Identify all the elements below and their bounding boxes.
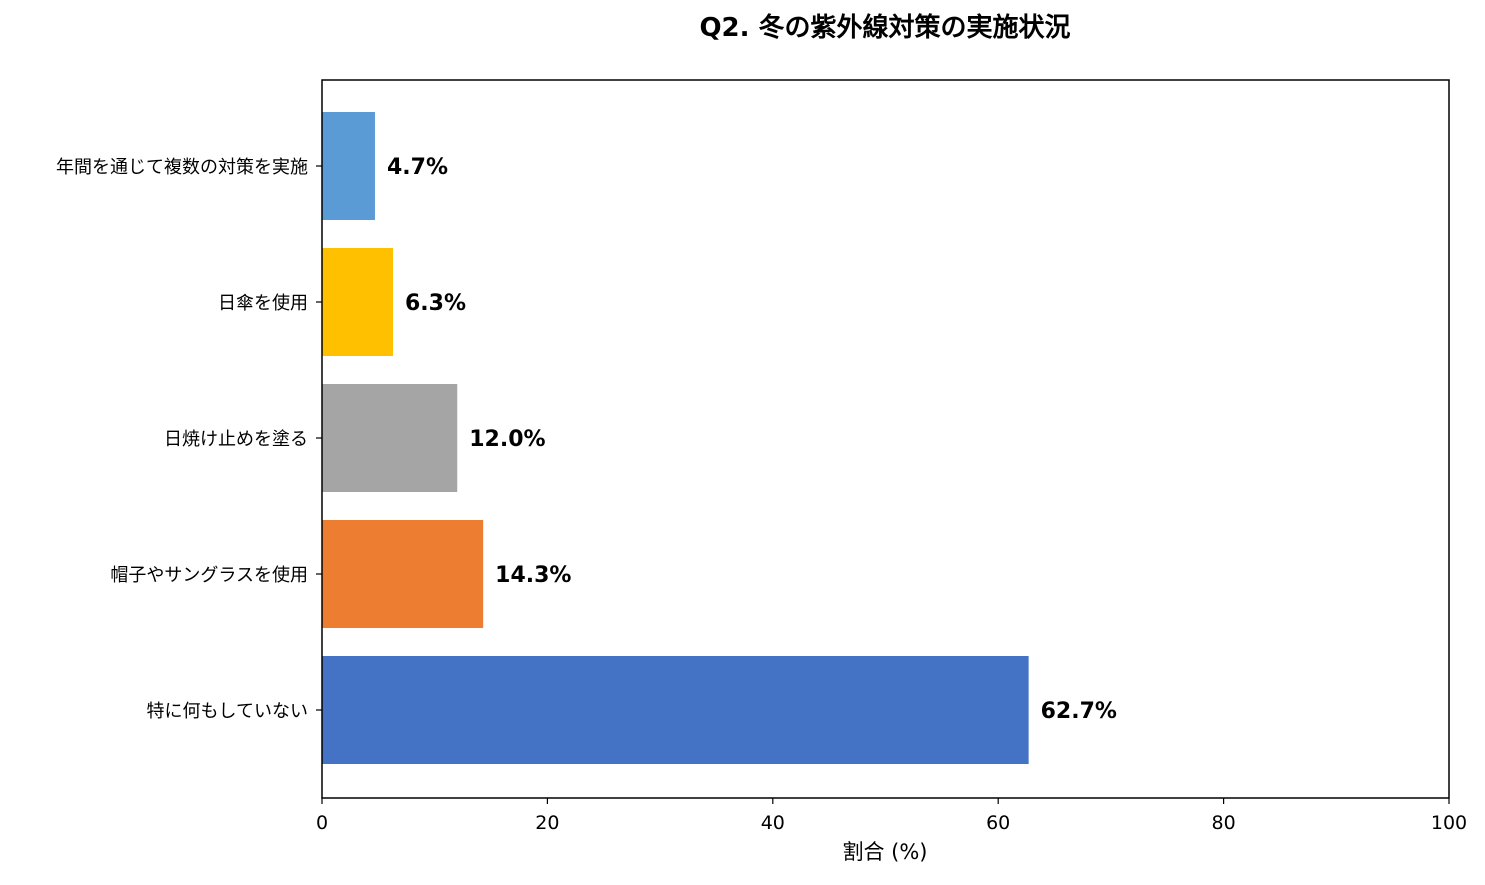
bar [322,384,458,492]
chart-title: Q2. 冬の紫外線対策の実施状況 [699,12,1070,43]
x-axis-label: 割合 (%) [842,840,927,864]
category-label: 帽子やサングラスを使用 [110,565,308,586]
x-tick-label: 60 [986,812,1010,834]
bar [322,656,1029,764]
x-tick-label: 20 [535,812,559,834]
bar [322,248,394,356]
x-axis: 0 20 40 60 80 100 [316,798,1467,834]
bar [322,112,375,220]
x-tick-label: 0 [316,812,328,834]
bars-layer [322,112,1029,764]
category-label: 年間を通じて複数の対策を実施 [56,157,308,178]
x-tick-label: 40 [761,812,785,834]
value-label: 12.0% [469,427,545,452]
category-label: 日焼け止めを塗る [164,428,308,450]
plot-frame [321,79,1450,799]
category-label: 日傘を使用 [218,293,308,314]
value-label: 14.3% [495,563,571,588]
labels-layer: 4.7% 年間を通じて複数の対策を実施 6.3% 日傘を使用 12.0% 日焼け止めを塗る… [56,155,1117,724]
value-label: 6.3% [405,291,466,316]
value-label: 62.7% [1041,699,1117,724]
x-tick-label: 100 [1431,812,1467,834]
bar [322,520,484,628]
category-label: 特に何もしていない [147,701,308,722]
x-tick-label: 80 [1212,812,1236,834]
value-label: 4.7% [387,155,448,180]
